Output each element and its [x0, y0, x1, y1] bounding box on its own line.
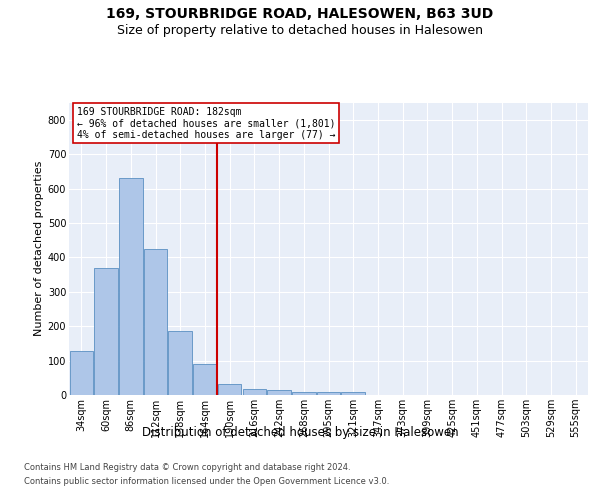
Text: 169, STOURBRIDGE ROAD, HALESOWEN, B63 3UD: 169, STOURBRIDGE ROAD, HALESOWEN, B63 3U…	[106, 8, 494, 22]
Text: Contains public sector information licensed under the Open Government Licence v3: Contains public sector information licen…	[24, 478, 389, 486]
Bar	[268, 390, 291, 395]
Bar	[144, 249, 167, 395]
Y-axis label: Number of detached properties: Number of detached properties	[34, 161, 44, 336]
Text: Contains HM Land Registry data © Crown copyright and database right 2024.: Contains HM Land Registry data © Crown c…	[24, 462, 350, 471]
Bar	[70, 351, 93, 395]
Text: Distribution of detached houses by size in Halesowen: Distribution of detached houses by size …	[142, 426, 458, 439]
Bar	[317, 392, 340, 395]
Bar	[94, 268, 118, 395]
Bar	[292, 392, 316, 395]
Text: 169 STOURBRIDGE ROAD: 182sqm
← 96% of detached houses are smaller (1,801)
4% of : 169 STOURBRIDGE ROAD: 182sqm ← 96% of de…	[77, 107, 335, 140]
Bar	[119, 178, 143, 395]
Text: Size of property relative to detached houses in Halesowen: Size of property relative to detached ho…	[117, 24, 483, 37]
Bar	[193, 364, 217, 395]
Bar	[169, 332, 192, 395]
Bar	[242, 390, 266, 395]
Bar	[341, 392, 365, 395]
Bar	[218, 384, 241, 395]
